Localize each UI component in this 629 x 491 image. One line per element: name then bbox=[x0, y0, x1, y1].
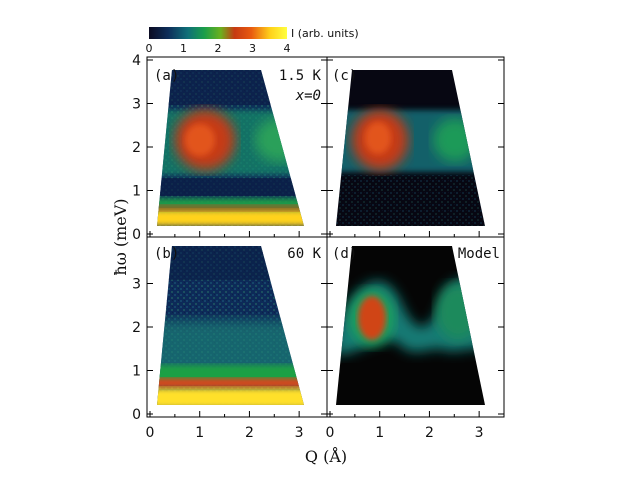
panel-a-temperature: 1.5 K bbox=[279, 68, 322, 84]
panel-c bbox=[336, 70, 485, 226]
y-tick-label: 4 bbox=[132, 53, 141, 69]
x-tick-label: 0 bbox=[326, 425, 335, 441]
panel-a bbox=[157, 70, 304, 226]
panel-d bbox=[336, 246, 485, 405]
panel-b-tag: (b) bbox=[154, 246, 179, 262]
panel-d-model-label: Model bbox=[458, 246, 500, 262]
x-tick-label: 1 bbox=[375, 425, 384, 441]
colorbar-tick-label: 4 bbox=[284, 42, 291, 55]
panel-c-tag: (c) bbox=[332, 68, 357, 84]
colorbar-strip bbox=[149, 27, 287, 39]
panel-b-temperature: 60 K bbox=[287, 246, 321, 262]
x-tick-label: 1 bbox=[195, 425, 204, 441]
panel-a-mode-2 bbox=[255, 118, 304, 162]
x-tick-label: 0 bbox=[146, 425, 155, 441]
colorbar: I (arb. units) 0 1 2 3 4 bbox=[146, 27, 359, 55]
colorbar-tick-label: 0 bbox=[146, 42, 153, 55]
panel-a-mode-1-core bbox=[185, 124, 215, 156]
x-tick-label: 3 bbox=[475, 425, 484, 441]
panel-a-tag: (a) bbox=[154, 68, 179, 84]
y-axis-title: ħω (meV) bbox=[111, 198, 130, 275]
panel-a-doping: x=0 bbox=[295, 88, 321, 104]
y-tick-label: 3 bbox=[132, 97, 141, 113]
x-axis-title: Q (Å) bbox=[305, 446, 347, 466]
y-tick-label: 1 bbox=[132, 364, 141, 380]
panel-annotations: (a) 1.5 K x=0 (c) (b) 60 K (d) Model bbox=[154, 68, 500, 262]
x-tick-label: 2 bbox=[425, 425, 434, 441]
panel-c-mode-1-core bbox=[365, 122, 391, 154]
x-tick-label: 3 bbox=[295, 425, 304, 441]
panel-a-elastic-red bbox=[157, 205, 304, 211]
y-tick-label: 2 bbox=[132, 320, 141, 336]
y-tick-label: 1 bbox=[132, 184, 141, 200]
panel-b-elastic-red bbox=[157, 378, 304, 388]
colorbar-ticks: 0 1 2 3 4 bbox=[146, 42, 291, 55]
panel-a-gap bbox=[157, 178, 304, 196]
colorbar-tick-label: 2 bbox=[215, 42, 222, 55]
y-tick-label: 0 bbox=[132, 227, 141, 243]
panel-d-mode-2 bbox=[436, 284, 480, 340]
y-tick-label: 0 bbox=[132, 407, 141, 423]
y-tick-label: 2 bbox=[132, 140, 141, 156]
panel-d-mode-1-red bbox=[358, 296, 386, 340]
x-tick-label: 2 bbox=[245, 425, 254, 441]
panel-c-noise bbox=[336, 175, 485, 226]
panel-a-elastic-band bbox=[157, 210, 304, 226]
panel-d-tag: (d) bbox=[332, 246, 357, 262]
panel-c-mode-2 bbox=[433, 118, 477, 162]
axes: 0 1 2 3 4 0 1 2 3 0 1 2 3 0 1 2 3 bbox=[132, 53, 504, 441]
panel-b bbox=[157, 246, 304, 405]
panel-b-elastic-band bbox=[157, 388, 304, 405]
y-tick-label: 3 bbox=[132, 277, 141, 293]
colorbar-title: I (arb. units) bbox=[291, 27, 359, 40]
colorbar-tick-label: 3 bbox=[249, 42, 256, 55]
colorbar-tick-label: 1 bbox=[180, 42, 187, 55]
